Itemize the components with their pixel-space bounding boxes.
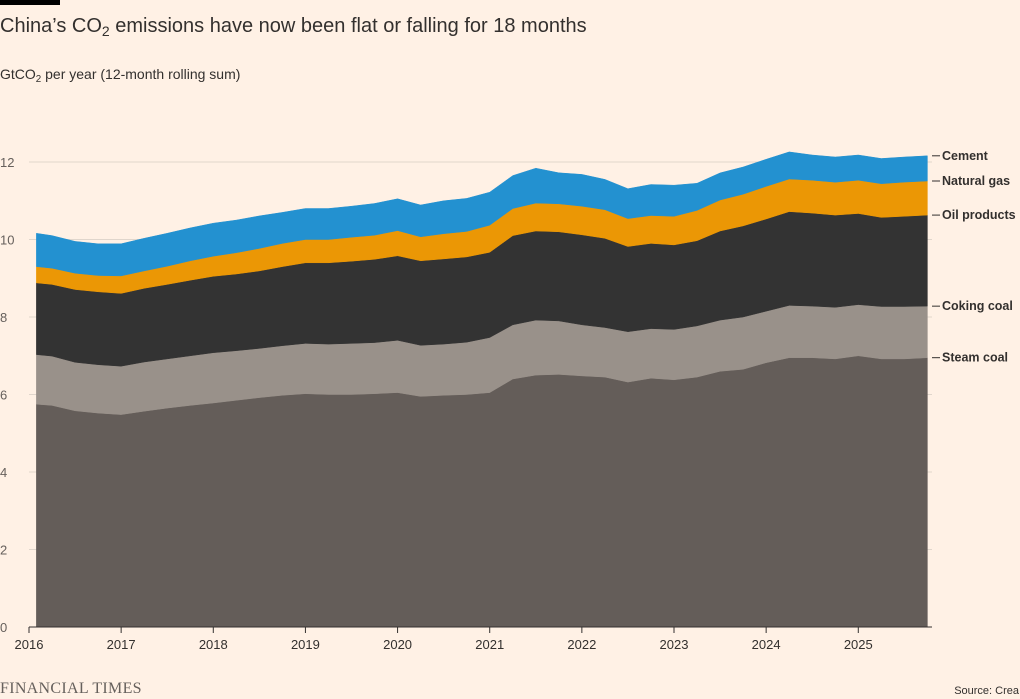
series-label-coking-coal: Coking coal xyxy=(942,299,1013,313)
ft-logo: FINANCIAL TIMES xyxy=(0,680,142,697)
chart-subtitle: GtCO2 per year (12-month rolling sum) xyxy=(0,66,241,85)
y-tick-label-6: 6 xyxy=(0,388,7,403)
brand-bar xyxy=(0,0,60,5)
x-tick-label-2019: 2019 xyxy=(291,637,320,652)
x-tick-label-2025: 2025 xyxy=(844,637,873,652)
x-tick-label-2018: 2018 xyxy=(199,637,228,652)
source-note: Source: Crea xyxy=(954,685,1019,697)
y-tick-label-4: 4 xyxy=(0,465,7,480)
y-tick-label-12: 12 xyxy=(0,155,14,170)
series-label-oil-products: Oil products xyxy=(942,208,1016,222)
chart-title: China’s CO2 emissions have now been flat… xyxy=(0,15,587,40)
series-label-natural-gas: Natural gas xyxy=(942,174,1010,188)
y-tick-label-8: 8 xyxy=(0,310,7,325)
x-tick-label-2024: 2024 xyxy=(752,637,781,652)
x-tick-label-2017: 2017 xyxy=(107,637,136,652)
x-tick-label-2016: 2016 xyxy=(15,637,44,652)
y-tick-label-10: 10 xyxy=(0,233,14,248)
y-tick-label-0: 0 xyxy=(0,620,7,635)
x-tick-label-2022: 2022 xyxy=(567,637,596,652)
series-label-steam-coal: Steam coal xyxy=(942,351,1008,365)
x-tick-label-2021: 2021 xyxy=(475,637,504,652)
x-tick-label-2023: 2023 xyxy=(660,637,689,652)
area-cement xyxy=(36,151,928,277)
x-tick-label-2020: 2020 xyxy=(383,637,412,652)
y-tick-label-2: 2 xyxy=(0,543,7,558)
series-label-cement: Cement xyxy=(942,149,989,163)
